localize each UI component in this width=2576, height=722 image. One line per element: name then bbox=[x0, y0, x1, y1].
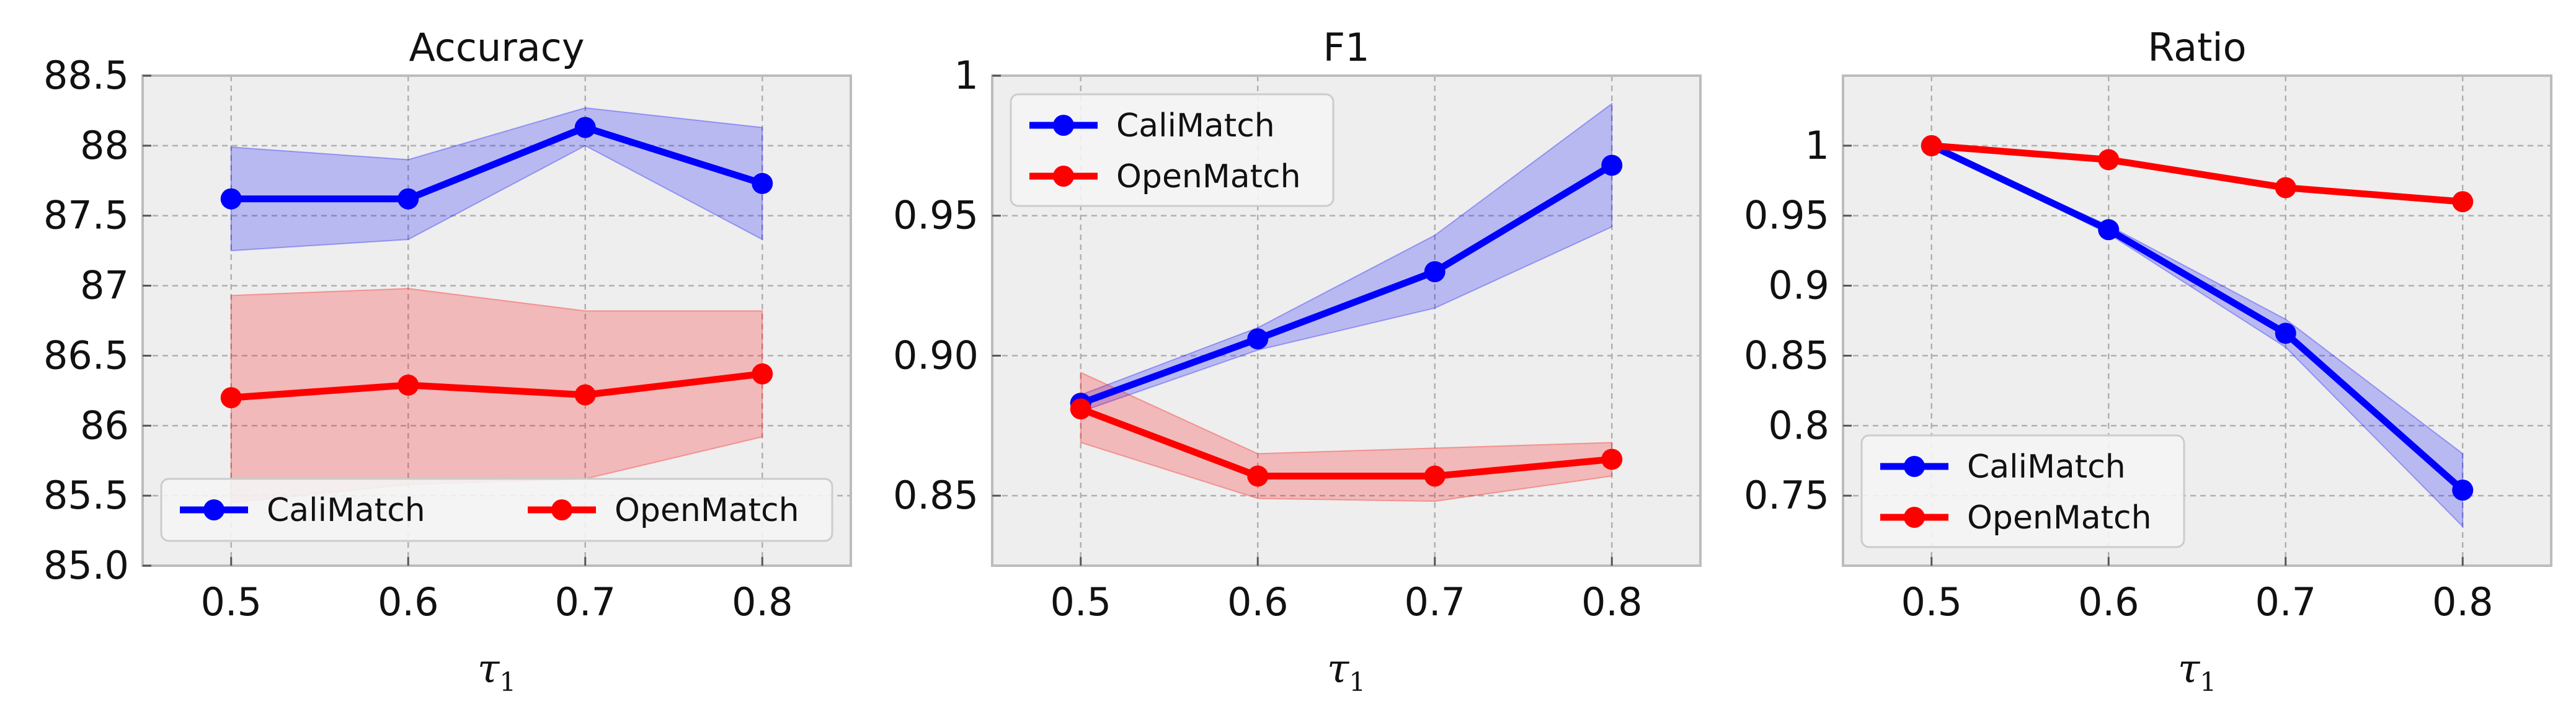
data-point-openmatch bbox=[2452, 191, 2474, 213]
data-point-openmatch bbox=[1921, 135, 1942, 156]
chart-panel-1: 0.5 0.6 0.7 0.8 85.0 85.5 86 86.5 87 87.5 88 88.5 Ac… bbox=[43, 25, 852, 697]
chart-title: Ratio bbox=[2147, 25, 2246, 70]
y-tick-label: 88.5 bbox=[43, 53, 129, 98]
legend-swatch-marker bbox=[1053, 115, 1074, 136]
chart-title: F1 bbox=[1323, 25, 1369, 70]
y-tick-label: 0.85 bbox=[1744, 332, 1829, 378]
x-tick-label: 0.7 bbox=[554, 579, 616, 625]
x-tick-label: 0.7 bbox=[2255, 579, 2316, 625]
data-point-openmatch bbox=[2275, 177, 2296, 198]
x-tick-label: 0.7 bbox=[1404, 579, 1465, 625]
x-tick-label: 0.6 bbox=[2078, 579, 2139, 625]
x-tick-label: 0.5 bbox=[1901, 579, 1962, 625]
data-point-openmatch bbox=[752, 363, 773, 385]
x-tick-label: 0.8 bbox=[732, 579, 793, 625]
data-point-calimatch bbox=[574, 117, 596, 138]
y-tick-label: 0.90 bbox=[893, 332, 979, 378]
series-line-openmatch bbox=[1928, 142, 2466, 205]
series-line-openmatch bbox=[1077, 405, 1615, 480]
data-point-openmatch bbox=[220, 387, 242, 409]
y-tick-label: 1 bbox=[1805, 123, 1829, 168]
y-tick-label: 86 bbox=[80, 403, 129, 448]
chart-panel-2: 0.5 0.6 0.7 0.8 0.85 0.90 0.95 1 F1 τ1 CaliMatch Op… bbox=[893, 25, 1702, 697]
x-axis-label: τ1 bbox=[2178, 646, 2216, 697]
data-point-openmatch bbox=[574, 384, 596, 406]
series-line-calimatch bbox=[1928, 142, 2466, 494]
data-point-calimatch bbox=[398, 188, 419, 210]
data-point-calimatch bbox=[1424, 261, 1446, 282]
y-tick-label: 0.85 bbox=[893, 473, 979, 518]
legend-label-openmatch: OpenMatch bbox=[1116, 158, 1301, 195]
x-axis-label: τ1 bbox=[477, 646, 516, 697]
y-tick-label: 85.0 bbox=[43, 543, 129, 588]
x-tick-label: 0.6 bbox=[1227, 579, 1289, 625]
y-tick-label: 1 bbox=[954, 53, 979, 98]
legend-swatch-marker bbox=[551, 499, 572, 520]
legend-box bbox=[160, 478, 833, 542]
legend-label-openmatch: OpenMatch bbox=[615, 492, 799, 529]
chart-panel-3: 0.5 0.6 0.7 0.8 0.75 0.8 0.85 0.9 0.95 1 Ratio τ1 Ca… bbox=[1744, 25, 2552, 697]
series-line-openmatch bbox=[228, 370, 766, 401]
chart-title: Accuracy bbox=[409, 25, 584, 70]
data-point-openmatch bbox=[1247, 465, 1269, 487]
legend-label-openmatch: OpenMatch bbox=[1967, 499, 2152, 537]
plot-frame bbox=[991, 74, 1702, 567]
y-tick-label: 0.95 bbox=[893, 193, 979, 238]
data-point-openmatch bbox=[1601, 448, 1623, 470]
legend: CaliMatch OpenMatch bbox=[160, 478, 833, 542]
data-point-calimatch bbox=[2275, 323, 2296, 344]
data-point-calimatch bbox=[1247, 328, 1269, 350]
x-tick-label: 0.5 bbox=[1050, 579, 1111, 625]
legend-label-calimatch: CaliMatch bbox=[267, 492, 425, 529]
data-point-openmatch bbox=[2098, 149, 2120, 171]
y-tick-label: 0.95 bbox=[1744, 193, 1829, 238]
legend-swatch-marker bbox=[1053, 166, 1074, 187]
y-tick-label: 88 bbox=[80, 123, 129, 168]
data-point-calimatch bbox=[1601, 154, 1623, 176]
y-tick-label: 86.5 bbox=[43, 332, 129, 378]
x-tick-label: 0.6 bbox=[378, 579, 439, 625]
data-point-calimatch bbox=[2452, 479, 2474, 501]
data-point-calimatch bbox=[752, 172, 773, 194]
legend: CaliMatch OpenMatch bbox=[1010, 93, 1335, 207]
y-tick-label: 85.5 bbox=[43, 473, 129, 518]
legend-label-calimatch: CaliMatch bbox=[1116, 107, 1275, 145]
data-point-openmatch bbox=[398, 374, 419, 396]
data-point-openmatch bbox=[1424, 465, 1446, 487]
y-tick-label: 87 bbox=[80, 263, 129, 308]
legend-swatch-marker bbox=[1904, 456, 1925, 477]
legend-swatch-marker bbox=[1904, 507, 1925, 528]
series-line-calimatch bbox=[228, 124, 766, 203]
x-tick-label: 0.8 bbox=[2432, 579, 2494, 625]
plot-frame bbox=[141, 74, 852, 567]
x-tick-label: 0.8 bbox=[1581, 579, 1643, 625]
series-line-calimatch bbox=[1077, 161, 1615, 407]
legend: CaliMatch OpenMatch bbox=[1860, 434, 2185, 548]
legend-swatch-marker bbox=[203, 499, 224, 520]
data-point-openmatch bbox=[1070, 398, 1091, 420]
x-axis-label: τ1 bbox=[1327, 646, 1366, 697]
x-tick-label: 0.5 bbox=[200, 579, 262, 625]
legend-label-calimatch: CaliMatch bbox=[1967, 448, 2126, 486]
y-tick-label: 0.8 bbox=[1768, 403, 1829, 448]
y-tick-label: 0.75 bbox=[1744, 473, 1829, 518]
data-point-calimatch bbox=[2098, 219, 2120, 241]
data-point-calimatch bbox=[220, 188, 242, 210]
plot-frame bbox=[1842, 74, 2552, 567]
y-tick-label: 87.5 bbox=[43, 193, 129, 238]
y-tick-label: 0.9 bbox=[1768, 263, 1829, 308]
